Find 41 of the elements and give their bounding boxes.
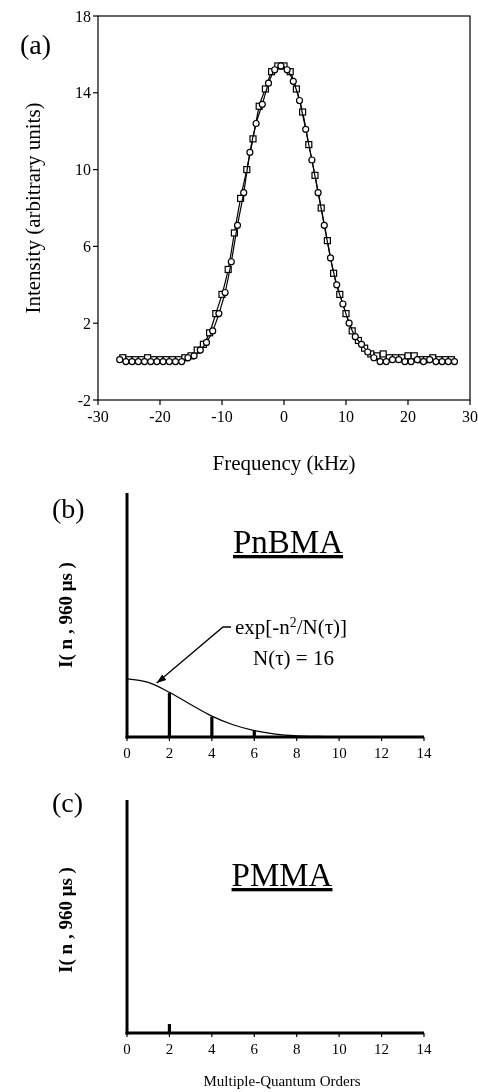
y-tick-label: 18 (75, 7, 91, 25)
x-tick-label: 30 (462, 408, 478, 425)
x-tick-label: 14 (416, 745, 432, 761)
x-tick-label: 8 (292, 745, 301, 761)
annotation: exp[-n$^{2}$/N(τ)] (235, 614, 348, 639)
x-tick-label: 10 (331, 1041, 347, 1057)
x-axis-title: Frequency (kHz) (212, 451, 356, 475)
text: (c) (52, 787, 84, 818)
x-tick-label: -10 (211, 408, 233, 425)
x-tick-label: 6 (250, 745, 259, 761)
x-tick-label: 10 (338, 408, 354, 425)
x-tick-label: 10 (331, 745, 347, 761)
y-tick-label: 2 (83, 314, 91, 332)
text: N(τ) = 16 (253, 646, 334, 670)
x-tick-label: 4 (208, 745, 217, 761)
x-tick-label: 8 (292, 1041, 301, 1057)
y-tick-label: 10 (75, 161, 91, 179)
x-tick-label: 4 (208, 1041, 217, 1057)
x-tick-label: 0 (280, 408, 288, 425)
x-tick-label: 14 (416, 1041, 432, 1057)
x-tick-label: 12 (374, 1041, 390, 1057)
x-tick-label: 0 (123, 745, 131, 761)
y-axis-title: I( n , 960 μs ) (55, 867, 77, 973)
x-tick-label: -30 (87, 408, 109, 425)
x-tick-label: 20 (400, 408, 416, 425)
y-tick-label: 6 (83, 238, 91, 255)
chart-title: PnBMA (232, 524, 344, 560)
x-tick-label: -20 (149, 408, 171, 425)
y-tick-label: 14 (75, 84, 91, 102)
y-tick-label: -2 (77, 391, 91, 409)
x-axis-title: Multiple-Quantum Orders (203, 1073, 361, 1089)
text: (a) (20, 29, 52, 60)
y-axis-title: Intensity (arbitrary units) (21, 102, 45, 314)
x-tick-label: 2 (165, 1041, 174, 1057)
chart-title: PMMA (231, 857, 333, 893)
x-tick-label: 6 (250, 1041, 259, 1057)
y-axis-title: I( n , 960 μs ) (55, 562, 77, 668)
x-tick-label: 12 (374, 745, 390, 761)
x-tick-label: 0 (123, 1041, 131, 1057)
text: (b) (52, 493, 85, 524)
x-tick-label: 2 (165, 745, 174, 761)
